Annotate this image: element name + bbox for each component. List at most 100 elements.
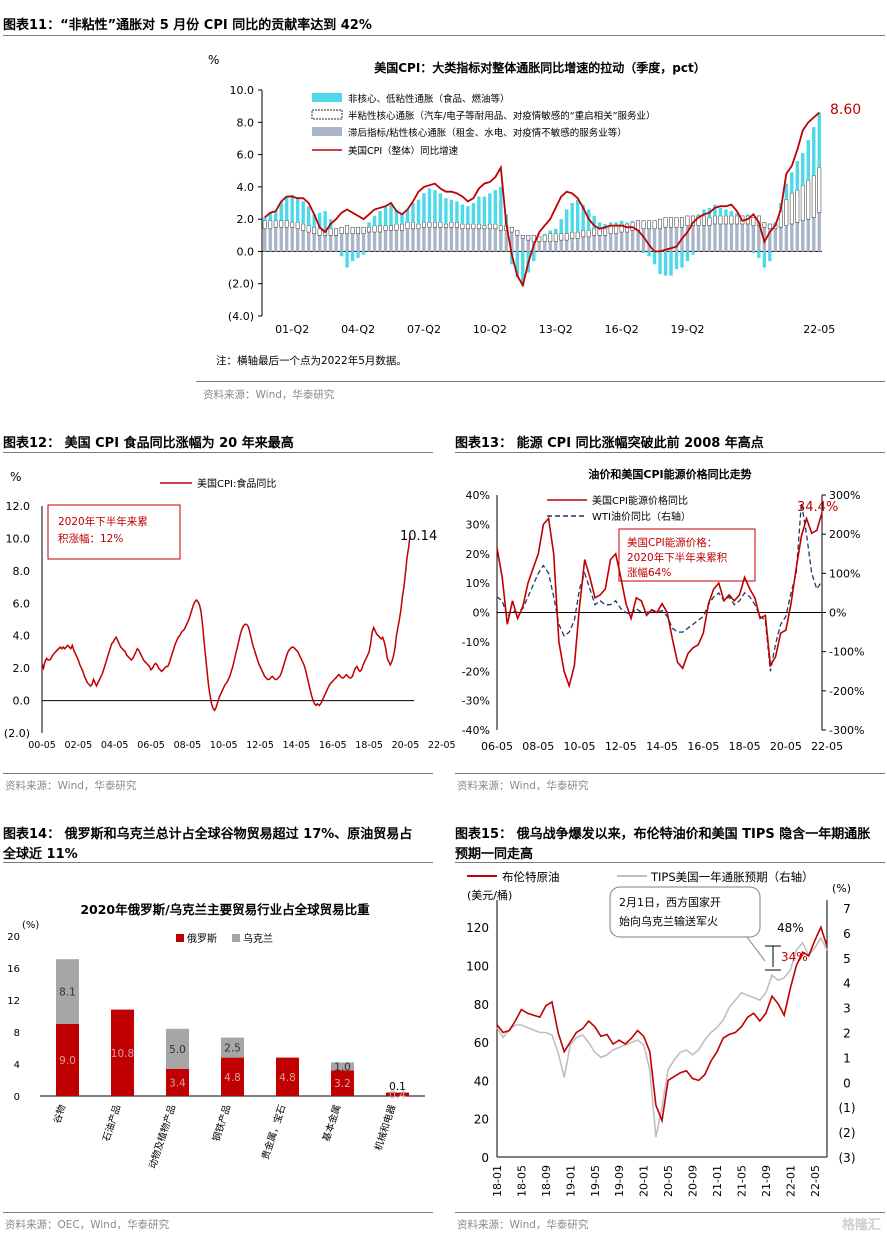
c11-bar-semi xyxy=(520,235,525,239)
c11-bar-semi xyxy=(389,225,393,231)
c12-x-tick-label: 08-05 xyxy=(174,740,202,751)
c13-x-tick-label: 22-05 xyxy=(811,740,843,753)
c11-y-tick-label: 4.0 xyxy=(237,181,255,194)
c11-bar-sticky xyxy=(773,228,778,252)
c11-bar-noncore xyxy=(460,204,465,224)
c11-bar-semi xyxy=(394,223,399,231)
c11-bar-semi xyxy=(723,215,728,225)
c11-bar-sticky xyxy=(317,235,322,252)
c13-y-left-tick-label: 40% xyxy=(466,489,490,502)
c13-y-left-tick-label: -30% xyxy=(462,695,490,708)
c11-bar-sticky xyxy=(548,241,552,252)
c15-legend-label-tips: TIPS美国一年通胀预期（右轴） xyxy=(650,870,814,884)
c11-bar-sticky xyxy=(565,240,569,252)
c14-bar-ukraine xyxy=(221,1037,244,1058)
c11-annotation: 8.60 xyxy=(830,102,861,118)
c11-bar-sticky xyxy=(482,228,487,252)
c11-bar-semi xyxy=(312,226,317,234)
c11-bar-semi xyxy=(509,226,514,233)
c13-caption: 图表13： 能源 CPI 同比涨幅突破此前 2008 年高点 xyxy=(455,436,764,451)
c11-bar-semi xyxy=(378,225,382,233)
c11-bar-noncore xyxy=(548,230,552,234)
c11-bar-noncore xyxy=(729,211,734,216)
c13-x-tick-label: 18-05 xyxy=(729,740,761,753)
c13-y-left-tick-label: 0% xyxy=(473,607,490,620)
c11-bar-sticky xyxy=(729,223,734,252)
c11-note: 注：横轴最后一个点为2022年5月数据。 xyxy=(216,355,407,367)
c14-label-russia: 3.2 xyxy=(334,1078,351,1090)
c11-bar-sticky xyxy=(263,228,267,252)
c11-bar-sticky xyxy=(751,225,756,252)
c11-bottom-rule xyxy=(196,381,885,382)
c11-bar-sticky xyxy=(608,233,613,252)
c11-bar-noncore xyxy=(691,251,695,255)
c11-bar-noncore xyxy=(630,220,635,223)
c15-y-left-tick-label: 0 xyxy=(481,1151,489,1165)
c11-bar-sticky xyxy=(306,232,311,252)
c15-caption-rule xyxy=(455,862,885,863)
c11-bar-semi xyxy=(641,220,646,230)
c13-x-tick-label: 12-05 xyxy=(605,740,637,753)
c15-y-left-tick-label: 120 xyxy=(466,921,489,935)
c11-bar-semi xyxy=(290,222,295,228)
c11-bar-sticky xyxy=(367,232,371,252)
c11-bar-semi xyxy=(707,217,712,226)
c13-x-tick-label: 16-05 xyxy=(687,740,719,753)
c11-bar-noncore xyxy=(433,190,437,223)
c11-legend-swatch-noncore xyxy=(312,93,342,102)
c11-bar-noncore xyxy=(806,140,810,181)
c15-x-tick-label: 21-01 xyxy=(711,1165,724,1197)
c11-bar-semi xyxy=(465,223,470,230)
c12-chart: 12.0 10.0 8.0 6.0 4.0 2.0 0.0 (2.0)00-05 02-05 04… xyxy=(4,477,456,751)
c11-bar-semi xyxy=(284,220,289,228)
c11-bar-noncore xyxy=(751,251,756,254)
c11-bar-semi xyxy=(438,222,443,228)
c12-y-tick-label: 6.0 xyxy=(13,597,31,610)
c15-y-right-tick-label: 5 xyxy=(843,952,851,966)
c12-box-line-1: 2020年下半年来累 xyxy=(58,515,148,528)
c11-bar-noncore xyxy=(647,251,651,257)
c15-y-right-tick-label: (1) xyxy=(839,1101,856,1115)
c11-bar-noncore xyxy=(372,215,377,226)
c11-bar-noncore xyxy=(658,251,662,275)
c11-bar-semi xyxy=(471,223,476,230)
c11-bar-sticky xyxy=(674,227,679,252)
c13-x-tick-label: 10-05 xyxy=(564,740,596,753)
c15-caption-line1: 图表15： 俄乌战争爆发以来，布伦特油价和美国 TIPS 隐含一年期通胀 xyxy=(455,827,871,842)
c11-bar-sticky xyxy=(499,230,503,252)
c11-bar-sticky xyxy=(274,227,278,252)
c11-bar-semi xyxy=(762,222,767,228)
c14-bar-russia xyxy=(56,1024,79,1096)
c11-x-tick-label: 19-Q2 xyxy=(670,323,704,336)
c11-y-tick-label: (2.0) xyxy=(228,278,254,291)
c11-bar-sticky xyxy=(433,227,437,252)
c11-bar-sticky xyxy=(405,228,410,252)
c15-x-tick-label: 20-01 xyxy=(638,1165,651,1197)
c11-bar-semi xyxy=(262,220,267,230)
c11-bar-semi xyxy=(614,225,619,234)
c13-annotation-box xyxy=(618,528,756,582)
c12-bottom-rule xyxy=(3,773,433,774)
c11-bar-semi xyxy=(454,222,459,228)
c11-bar-noncore xyxy=(570,203,574,233)
c11-bar-noncore xyxy=(768,251,772,262)
c12-x-tick-label: 22-05 xyxy=(428,740,456,751)
c11-bar-noncore xyxy=(652,251,657,265)
c11-bar-semi xyxy=(268,220,273,230)
c15-y-right-tick-label: 1 xyxy=(843,1051,851,1065)
c11-bar-noncore xyxy=(444,198,448,224)
c11-bar-semi xyxy=(817,167,822,213)
c15-x-tick-label: 18-09 xyxy=(540,1165,553,1197)
c11-bar-semi xyxy=(729,215,734,225)
c11-bar-noncore xyxy=(817,112,821,168)
c11-bar-sticky xyxy=(460,228,465,252)
c11-x-tick-label: 22-05 xyxy=(803,323,835,336)
c11-bar-noncore xyxy=(565,209,569,234)
c11-bar-noncore xyxy=(735,212,739,216)
c11-bar-sticky xyxy=(378,232,382,252)
c11-bar-sticky xyxy=(619,232,624,252)
c15-y-right-tick-label: 2 xyxy=(843,1027,851,1041)
c15-x-tick-label: 19-05 xyxy=(589,1165,602,1197)
c14-bar-ukraine xyxy=(56,959,79,1024)
c11-bar-sticky xyxy=(581,236,585,252)
